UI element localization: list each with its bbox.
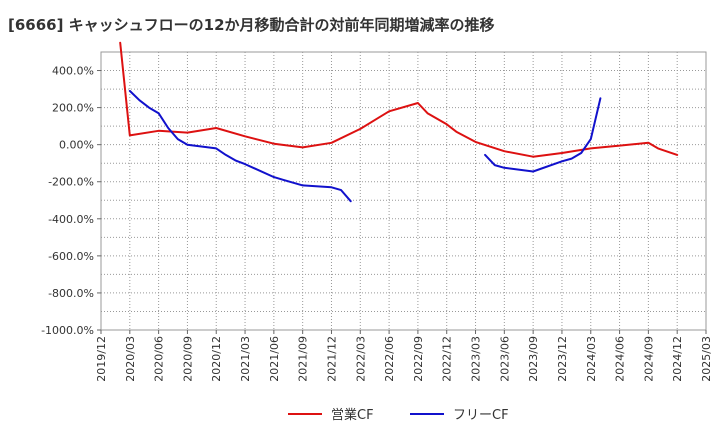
y-tick-label: -800.0%	[48, 287, 94, 300]
grid	[100, 51, 707, 331]
x-tick-label: 2021/09	[297, 336, 310, 382]
x-axis: 2019/12 2020/03 2020/06 2020/09 2020/12 2021/…	[95, 330, 713, 382]
x-tick-label: 2023/06	[498, 336, 511, 382]
x-tick-label: 2022/06	[383, 336, 396, 382]
y-axis: 400.0% 200.0% 0.00% -200.0% -400.0% -600.0% -8…	[41, 65, 101, 337]
x-tick-label: 2024/06	[614, 336, 627, 382]
x-tick-label: 2024/03	[585, 336, 598, 382]
y-tick-label: 400.0%	[52, 65, 94, 78]
x-tick-label: 2019/12	[95, 336, 108, 382]
x-tick-label: 2020/12	[210, 336, 223, 382]
x-tick-label: 2022/09	[412, 336, 425, 382]
y-tick-label: -600.0%	[48, 250, 94, 263]
y-tick-label: -400.0%	[48, 213, 94, 226]
legend-label-operating-cf: 営業CF	[331, 407, 374, 423]
x-tick-label: 2022/12	[441, 336, 454, 382]
plot-area-frame	[100, 51, 707, 331]
legend-label-free-cf: フリーCF	[453, 408, 509, 423]
x-tick-label: 2020/03	[124, 336, 137, 382]
x-tick-label: 2025/03	[700, 336, 713, 382]
y-tick-label: -1000.0%	[41, 324, 94, 337]
x-tick-label: 2023/09	[527, 336, 540, 382]
x-tick-label: 2021/12	[325, 336, 338, 382]
x-tick-label: 2024/12	[671, 336, 684, 382]
series-line-free-cf	[128, 89, 602, 203]
legend: 営業CF フリーCF	[288, 407, 509, 423]
y-tick-label: 200.0%	[52, 102, 94, 115]
x-tick-label: 2023/12	[556, 336, 569, 382]
x-tick-label: 2021/06	[268, 336, 281, 382]
x-tick-label: 2022/03	[354, 336, 367, 382]
y-tick-label: -200.0%	[48, 176, 94, 189]
series-lines	[119, 41, 679, 203]
x-tick-label: 2024/09	[642, 336, 655, 382]
series-line-operating-cf	[119, 41, 679, 158]
chart-title: [6666] キャッシュフローの12か月移動合計の対前年同期増減率の推移	[8, 16, 495, 34]
x-tick-label: 2023/03	[470, 336, 483, 382]
x-tick-label: 2021/03	[239, 336, 252, 382]
x-tick-label: 2020/09	[181, 336, 194, 382]
x-tick-label: 2020/06	[153, 336, 166, 382]
y-tick-label: 0.00%	[59, 139, 94, 152]
